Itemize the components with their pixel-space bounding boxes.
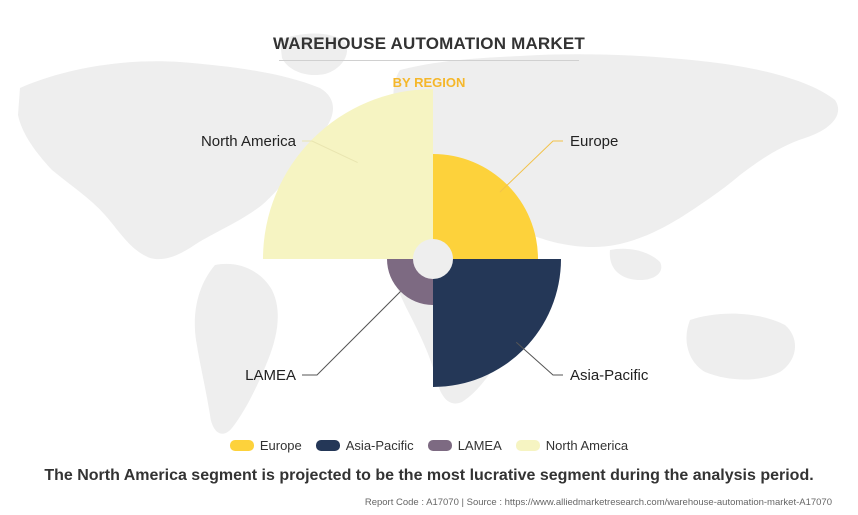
legend-label-europe: Europe	[259, 438, 302, 453]
legend-swatch-north-america	[515, 440, 540, 451]
source-footer: Report Code : A17070 | Source : https://…	[365, 497, 832, 508]
leader-line-lamea	[302, 291, 401, 376]
title-divider	[279, 60, 579, 61]
legend-item-europe[interactable]: Europe	[229, 438, 302, 453]
legend-item-lamea[interactable]: LAMEA	[427, 438, 502, 453]
report-code: Report Code : A17070	[364, 497, 459, 508]
source-link[interactable]: Source : https://www.alliedmarketresearc…	[466, 497, 832, 508]
slice-asia-pacific[interactable]	[433, 259, 561, 387]
legend-swatch-asia-pacific	[315, 440, 340, 451]
slice-lamea[interactable]	[387, 259, 433, 305]
slice-north-america[interactable]	[263, 89, 433, 259]
footer-separator: |	[461, 497, 464, 508]
slice-europe[interactable]	[433, 154, 538, 259]
legend-item-north-america[interactable]: North America	[515, 438, 629, 453]
legend-label-lamea: LAMEA	[457, 438, 502, 453]
leader-line-north-america	[302, 140, 358, 163]
slice-label-asia-pacific: Asia-Pacific	[570, 367, 649, 384]
legend-swatch-lamea	[427, 440, 452, 451]
legend-item-asia-pacific[interactable]: Asia-Pacific	[315, 438, 414, 453]
leader-line-asia-pacific	[515, 341, 563, 376]
legend-label-asia-pacific: Asia-Pacific	[345, 438, 414, 453]
legend-swatch-europe	[229, 440, 254, 451]
legend-label-north-america: North America	[545, 438, 629, 453]
leader-line-europe	[499, 140, 563, 193]
slice-label-lamea: LAMEA	[245, 367, 296, 384]
slice-label-europe: Europe	[570, 133, 618, 150]
chart-subtitle: BY REGION	[392, 75, 466, 90]
chart-legend: Europe Asia-Pacific LAMEA North America	[0, 438, 858, 453]
slice-label-north-america: North America	[201, 133, 297, 150]
chart-caption: The North America segment is projected t…	[44, 467, 814, 484]
chart-title: WAREHOUSE AUTOMATION MARKET	[272, 34, 586, 53]
